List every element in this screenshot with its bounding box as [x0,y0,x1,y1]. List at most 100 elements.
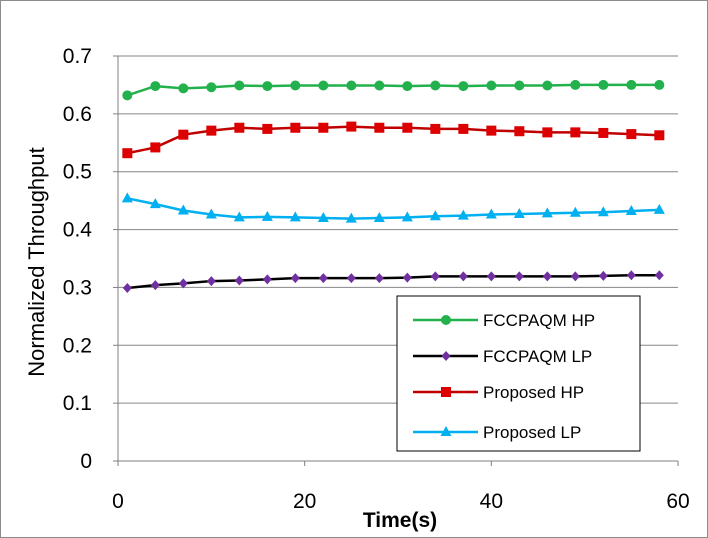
data-point [653,203,665,214]
data-point [121,192,133,203]
data-point [318,122,329,133]
legend-item: FCCPAQM LP [413,347,592,366]
data-point [626,270,636,281]
series-line [127,274,660,290]
data-point [374,273,384,284]
data-point [234,80,245,91]
data-point [570,127,581,138]
data-point [430,80,441,91]
data-point [430,271,440,282]
data-point [626,79,637,90]
legend-label: Proposed LP [483,423,581,442]
y-tick-labels: 0 0.1 0.2 0.3 0.4 0.5 0.6 0.7 [63,45,93,473]
data-point [513,207,525,218]
data-point [542,271,552,282]
series-2 [122,121,665,159]
data-point [177,204,189,215]
data-point [373,212,385,222]
legend-marker [440,426,452,436]
x-tick-labels: 0 20 40 60 [112,490,690,513]
data-point [430,123,441,134]
data-point [486,80,497,91]
data-point [290,122,301,133]
data-point [178,278,188,289]
data-point [654,79,665,90]
data-point [262,274,272,285]
data-point [654,130,665,141]
y-tick-label: 0.6 [63,103,92,126]
data-point [514,271,524,282]
y-tick-label: 0.2 [63,334,92,357]
data-point [318,80,329,91]
y-tick-label: 0.5 [63,161,92,184]
data-point [178,129,189,140]
data-point [150,280,160,291]
data-point [401,211,413,222]
data-point [262,123,273,134]
x-tick-label: 40 [480,490,503,513]
data-point [346,273,356,284]
data-point [486,125,497,136]
data-point [150,142,161,153]
y-tick-label: 0 [80,450,92,473]
legend-marker [441,387,451,397]
series-3 [121,192,665,223]
legend-item: Proposed LP [413,423,581,442]
series-1 [122,270,664,294]
data-point [206,82,217,93]
legend-label: FCCPAQM HP [483,311,595,330]
data-point [346,80,357,91]
data-point [542,127,553,138]
y-tick-label: 0.7 [63,45,92,68]
data-point [262,81,273,92]
data-point [206,276,216,287]
data-point [458,123,469,134]
data-point [122,148,133,159]
legend-label: Proposed HP [483,383,584,402]
data-point [402,122,413,133]
data-point [374,80,385,91]
data-point [290,273,300,284]
x-tick-label: 20 [293,490,316,513]
data-point [514,126,525,137]
data-point [569,206,581,217]
data-point [150,81,161,92]
data-point [402,81,413,92]
data-point [149,198,161,209]
data-point [345,212,357,223]
data-point [122,283,132,294]
data-point [374,122,385,133]
data-point [178,83,189,94]
series-line [127,197,660,220]
data-point [317,212,329,222]
data-point [261,210,273,221]
data-point [205,208,217,219]
data-point [626,129,637,140]
data-point [541,207,553,218]
legend-marker [441,351,451,361]
x-tick-label: 0 [112,490,124,513]
y-tick-label: 0.1 [63,392,92,415]
data-point [289,211,301,222]
legend-item: Proposed HP [413,383,584,402]
data-point [598,79,609,90]
data-point [290,80,301,91]
x-tick-label: 60 [666,490,689,513]
legend-item: FCCPAQM HP [413,311,595,330]
data-point [234,122,245,133]
series-0 [122,79,665,101]
data-point [346,121,357,132]
y-axis-title: Normalized Throughput [24,147,49,377]
series-group [121,79,665,294]
data-point [458,81,469,92]
data-point [598,270,608,281]
data-point [570,271,580,282]
data-point [514,80,525,91]
legend-box [396,295,641,452]
legend-marker [441,315,451,325]
data-point [625,205,637,216]
data-point [485,208,497,219]
data-point [233,211,245,222]
y-tick-label: 0.4 [63,219,93,242]
